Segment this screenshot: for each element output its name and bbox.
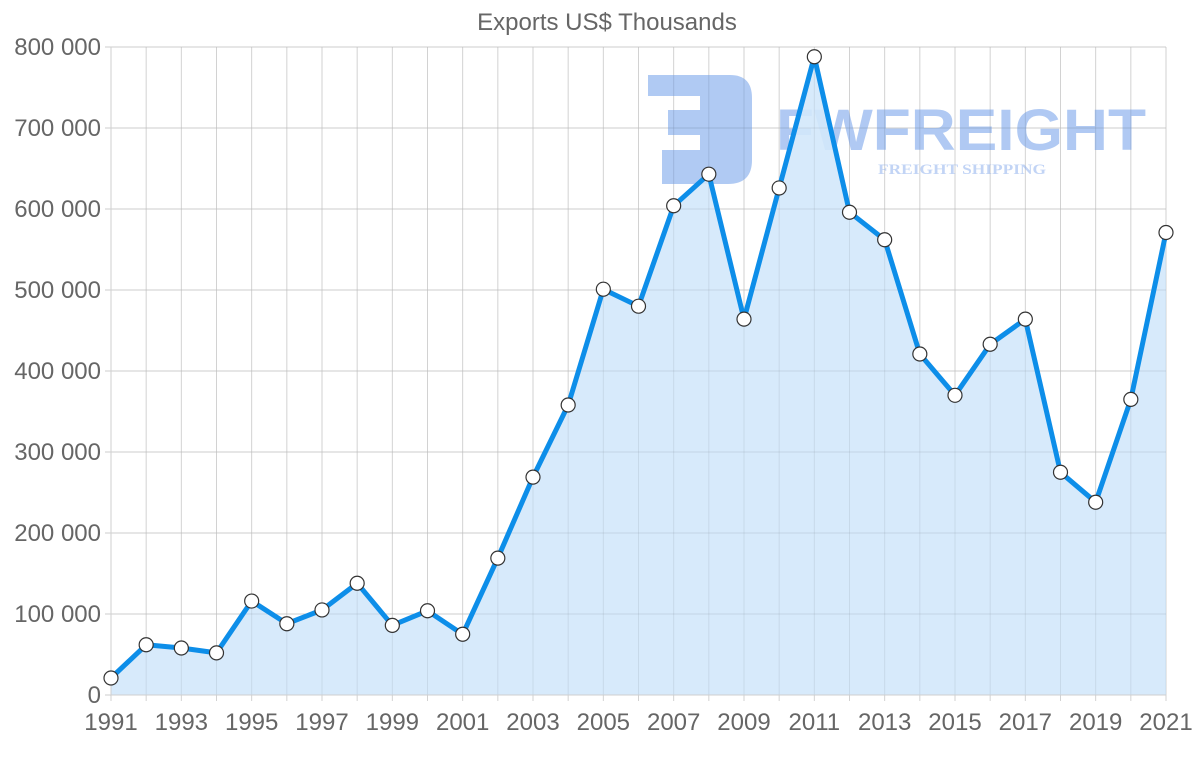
data-point-2015[interactable]	[947, 387, 963, 403]
data-point-2010[interactable]	[771, 180, 787, 196]
y-tick-label: 300 000	[14, 439, 101, 466]
fwfreight-logo-icon	[648, 75, 752, 184]
y-tick-label: 500 000	[14, 277, 101, 304]
data-point-2005[interactable]	[595, 281, 611, 297]
data-markers	[103, 49, 1174, 686]
data-point-2017[interactable]	[1017, 311, 1033, 327]
watermark-logo: FWFREIGHT FREIGHT SHIPPING	[648, 75, 1146, 184]
x-tick-label: 1991	[84, 709, 137, 736]
data-point-1998[interactable]	[349, 575, 365, 591]
data-point-1994[interactable]	[208, 645, 225, 661]
x-tick-label: 2009	[717, 709, 770, 736]
y-tick-label: 600 000	[14, 196, 101, 223]
data-point-1996[interactable]	[279, 616, 295, 632]
watermark-tagline: FREIGHT SHIPPING	[878, 162, 1046, 178]
y-tick-label: 100 000	[14, 601, 101, 628]
data-point-2003[interactable]	[525, 469, 541, 485]
data-point-2013[interactable]	[877, 232, 893, 248]
area-fill	[111, 56, 1166, 695]
x-tick-label: 1995	[225, 709, 278, 736]
data-point-1993[interactable]	[173, 640, 189, 656]
data-point-2012[interactable]	[841, 204, 858, 220]
x-tick-label: 1993	[155, 709, 208, 736]
data-point-1992[interactable]	[138, 637, 154, 653]
data-point-2002[interactable]	[490, 550, 506, 566]
x-tick-label: 2019	[1069, 709, 1122, 736]
x-tick-label: 2011	[789, 709, 841, 736]
data-point-2021[interactable]	[1158, 224, 1174, 241]
x-tick-label: 2015	[928, 709, 981, 736]
data-point-2006[interactable]	[630, 298, 647, 314]
data-point-2004[interactable]	[560, 397, 576, 413]
data-point-1999[interactable]	[384, 617, 400, 633]
data-point-2000[interactable]	[419, 603, 436, 619]
data-point-2007[interactable]	[666, 198, 682, 214]
x-tick-label: 2001	[436, 709, 489, 736]
data-point-2001[interactable]	[455, 626, 471, 642]
data-point-2016[interactable]	[982, 336, 998, 352]
y-tick-label: 400 000	[14, 358, 101, 385]
x-tick-label: 2021	[1139, 709, 1192, 736]
y-tick-label: 200 000	[14, 520, 101, 547]
data-point-1995[interactable]	[244, 593, 260, 609]
data-point-2020[interactable]	[1123, 391, 1139, 407]
data-point-1997[interactable]	[314, 602, 330, 618]
data-point-2018[interactable]	[1052, 464, 1069, 480]
x-tick-label: 2003	[506, 709, 559, 736]
data-point-2011[interactable]	[806, 49, 822, 65]
data-point-2014[interactable]	[912, 346, 928, 362]
y-tick-label: 0	[88, 682, 101, 709]
x-tick-label: 2005	[577, 709, 630, 736]
y-tick-label: 800 000	[14, 34, 101, 61]
data-point-1991[interactable]	[103, 670, 119, 686]
x-axis-ticks: 1991 1993 1995 1997 1999 2001 2003 2005 2007 2009…	[84, 709, 1192, 736]
x-tick-label: 1999	[366, 709, 419, 736]
x-tick-label: 2013	[858, 709, 911, 736]
chart-title: Exports US$ Thousands	[477, 9, 737, 36]
x-tick-label: 2007	[647, 709, 700, 736]
x-tick-label: 2017	[999, 709, 1052, 736]
grid-lines-overlay	[105, 46, 1167, 701]
x-tick-label: 1997	[295, 709, 348, 736]
data-point-2008[interactable]	[701, 166, 717, 182]
y-tick-label: 700 000	[14, 115, 101, 142]
data-point-2009[interactable]	[736, 311, 752, 327]
y-axis-ticks: 0 100 000 200 000 300 000 400 000 500 000 600 …	[14, 34, 101, 709]
data-point-2019[interactable]	[1088, 494, 1104, 510]
